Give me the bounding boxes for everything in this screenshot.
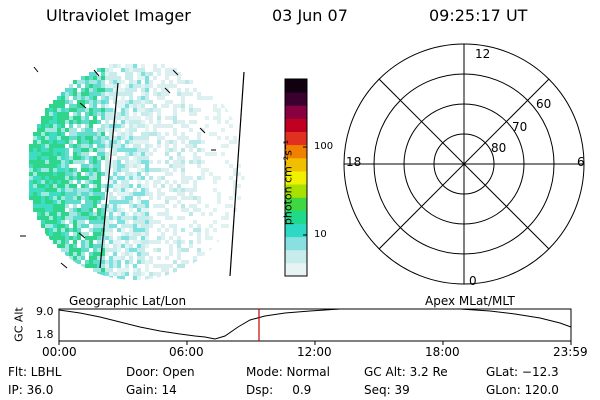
colorbar-band (285, 249, 307, 264)
x-tick-0000: 00:00 (42, 345, 77, 359)
filter-info: Flt: LBHL (8, 365, 62, 379)
gain-info: Gain: 14 (126, 383, 177, 397)
apex-coords-label: Apex MLat/MLT (425, 294, 515, 308)
gc-alt-info: GC Alt: 3.2 Re (364, 365, 448, 379)
image-date: 03 Jun 07 (272, 6, 348, 25)
x-tick-2359: 23:59 (553, 345, 588, 359)
lat-label-80: 80 (491, 141, 507, 155)
colorbar-band (285, 197, 307, 211)
image-time: 09:25:17 UT (429, 6, 528, 25)
lat-label-60: 60 (536, 97, 552, 111)
mlt-label-18: 18 (346, 155, 362, 169)
geographic-coords-label: Geographic Lat/Lon (69, 294, 187, 308)
imager-title: Ultraviolet Imager (46, 6, 191, 25)
colorbar-tick-10: 10 (314, 229, 327, 240)
colorbar-band (285, 236, 307, 251)
mlt-label-6: 6 (577, 155, 585, 169)
y-min-label: 1.8 (36, 328, 54, 341)
glon-info: GLon: 120.0 (486, 383, 559, 397)
door-info: Door: Open (126, 365, 195, 379)
mlt-label-0: 0 (469, 274, 477, 288)
colorbar-band (285, 262, 307, 277)
gc-alt-axis-label: GC Alt (12, 307, 26, 342)
colorbar-band (285, 157, 307, 172)
colorbar-band (285, 170, 307, 185)
x-tick-1800: 18:00 (425, 345, 460, 359)
uv-image (25, 60, 245, 280)
y-max-label: 9.0 (36, 305, 54, 318)
colorbar-band (285, 210, 307, 224)
mlt-label-12: 12 (475, 47, 491, 61)
disc-ticks (20, 66, 216, 269)
glat-info: GLat: −12.3 (486, 365, 559, 379)
polar-grid (343, 43, 585, 285)
colorbar-band (285, 131, 307, 146)
colorbar-band (285, 144, 307, 159)
ip-info: IP: 36.0 (8, 383, 54, 397)
colorbar-band (285, 223, 307, 238)
seq-info: Seq: 39 (364, 383, 410, 397)
colorbar-band (285, 184, 307, 198)
x-tick-0600: 06:00 (169, 345, 204, 359)
colorbar-band (285, 79, 307, 93)
colorbar-unit-label: photon cm⁻²s⁻¹ (281, 139, 295, 226)
altitude-plot (58, 308, 572, 345)
colorbar-band (285, 105, 307, 119)
terminator-line-left (99, 82, 119, 269)
uv-pixels (29, 64, 245, 280)
terminator-line-right (229, 71, 245, 277)
colorbar-band (285, 92, 307, 106)
dsp-info: Dsp: 0.9 (246, 383, 312, 397)
lat-label-70: 70 (512, 120, 528, 134)
mode-info: Mode: Normal (246, 365, 330, 379)
colorbar-band (285, 118, 307, 132)
colorbar-tick-100: 100 (314, 141, 334, 152)
colorbar (284, 78, 308, 277)
x-tick-1200: 12:00 (297, 345, 332, 359)
